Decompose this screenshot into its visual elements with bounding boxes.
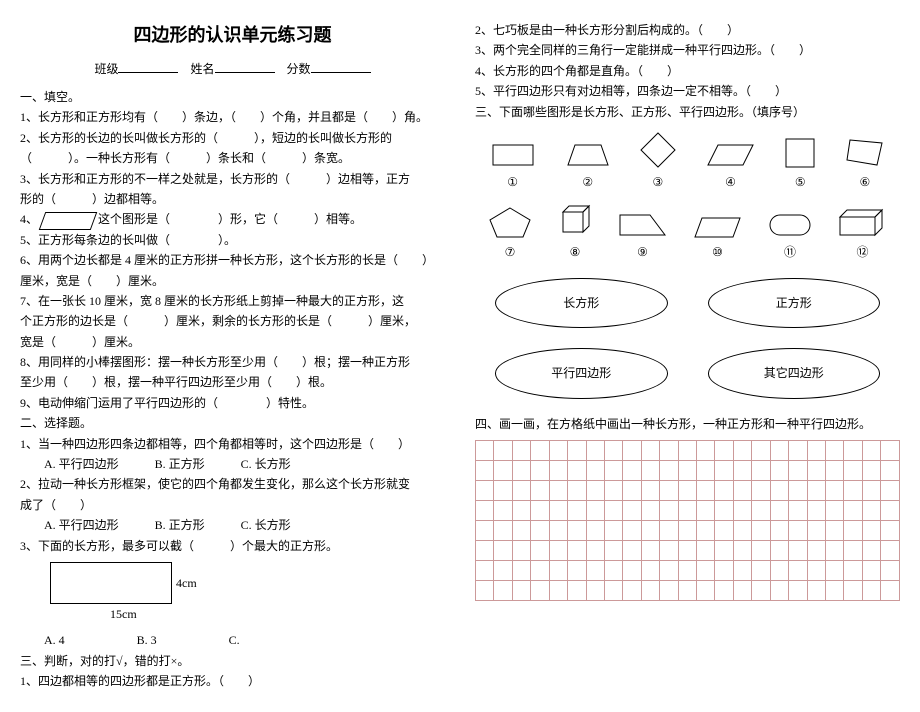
oval-parallelogram[interactable]: 平行四边形 <box>495 348 668 398</box>
q1-8b: 至少用（ ）根，摆一种平行四边形至少用（ ）根。 <box>20 372 445 392</box>
shape-2: ② <box>563 140 613 192</box>
label-10: ⑩ <box>712 242 723 262</box>
label-5: ⑤ <box>795 172 806 192</box>
rectangle-icon <box>488 140 538 170</box>
label-1: ① <box>507 172 518 192</box>
section-3-title: 三、判断，对的打√，错的打×。 <box>20 651 445 671</box>
left-column: 四边形的认识单元练习题 班级 姓名 分数 一、填空。 1、长方形和正方形均有（ … <box>20 20 445 692</box>
q2-3-opts: A. 4 B. 3 C. <box>20 630 445 650</box>
cuboid-icon <box>835 205 890 240</box>
q1-8a: 8、用同样的小棒摆图形：摆一种长方形至少用（ ）根；摆一种正方形 <box>20 352 445 372</box>
grid-table[interactable] <box>475 440 900 601</box>
class-label: 班级 <box>94 62 118 76</box>
q1-3a: 3、长方形和正方形的不一样之处就是，长方形的（ ）边相等，正方 <box>20 169 445 189</box>
rect-width-label: 15cm <box>110 604 137 624</box>
q3-5: 5、平行四边形只有对边相等，四条边一定不相等。（ ） <box>475 81 900 101</box>
rounded-rect-icon <box>765 210 815 240</box>
q2-2b: 成了（ ） <box>20 495 445 515</box>
q2-2a: 2、拉动一种长方形框架，使它的四个角都发生变化，那么这个长方形就变 <box>20 474 445 494</box>
shape-1: ① <box>488 140 538 192</box>
worksheet-title: 四边形的认识单元练习题 <box>20 20 445 51</box>
cube-icon <box>555 200 595 240</box>
label-6: ⑥ <box>859 172 870 192</box>
shape-12: ⑫ <box>835 205 890 262</box>
q3-3: 3、两个完全同样的三角行一定能拼成一种平行四边形。（ ） <box>475 40 900 60</box>
shape-6: ⑥ <box>842 135 887 192</box>
shape-row-1: ① ② ③ ④ ⑤ ⑥ <box>475 130 900 192</box>
right-column: 2、七巧板是由一种长方形分割后构成的。（ ） 3、两个完全同样的三角行一定能拼成… <box>475 20 900 692</box>
header-line: 班级 姓名 分数 <box>20 59 445 79</box>
label-3: ③ <box>653 172 664 192</box>
oval-square[interactable]: 正方形 <box>708 278 881 328</box>
label-11: ⑪ <box>784 242 796 262</box>
square-icon <box>783 136 817 170</box>
q1-5: 5、正方形每条边的长叫做（ ）。 <box>20 230 445 250</box>
label-7: ⑦ <box>505 242 516 262</box>
right-trapezoid-icon <box>615 210 670 240</box>
q1-6a: 6、用两个边长都是 4 厘米的正方形拼一种长方形，这个长方形的长是（ ） <box>20 250 445 270</box>
label-12: ⑫ <box>856 242 868 262</box>
class-blank[interactable] <box>118 60 178 73</box>
q1-2a: 2、长方形的长边的长叫做长方形的（ ），短边的长叫做长方形的 <box>20 128 445 148</box>
score-label: 分数 <box>287 62 311 76</box>
parallelogram-icon <box>39 212 98 230</box>
label-8: ⑧ <box>570 242 581 262</box>
oval-grid: 长方形 正方形 平行四边形 其它四边形 <box>495 278 880 399</box>
shape-3: ③ <box>638 130 678 192</box>
q2-3: 3、下面的长方形，最多可以截（ ）个最大的正方形。 <box>20 536 445 556</box>
shape-4: ④ <box>703 140 758 192</box>
q3-1: 1、四边都相等的四边形都是正方形。（ ） <box>20 671 445 691</box>
q1-7c: 宽是（ ）厘米。 <box>20 332 445 352</box>
irregular-quad-icon <box>842 135 887 170</box>
grid-paper[interactable] <box>475 440 900 601</box>
shape-9: ⑨ <box>615 210 670 262</box>
label-4: ④ <box>725 172 736 192</box>
section-4-title: 四、画一画，在方格纸中画出一种长方形，一种正方形和一种平行四边形。 <box>475 414 900 434</box>
section-1-title: 一、填空。 <box>20 87 445 107</box>
rhombus-icon <box>703 140 758 170</box>
q1-4b: 这个图形是（ ）形，它（ ）相等。 <box>98 212 362 226</box>
oval-rectangle[interactable]: 长方形 <box>495 278 668 328</box>
label-2: ② <box>582 172 593 192</box>
pentagon-icon <box>485 205 535 240</box>
q2-2-opts: A. 平行四边形 B. 正方形 C. 长方形 <box>20 515 445 535</box>
q1-7b: 个正方形的边长是（ ）厘米，剩余的长方形的长是（ ）厘米， <box>20 311 445 331</box>
q1-4a: 4、 <box>20 212 38 226</box>
shape-10: ⑩ <box>690 215 745 262</box>
q2-1: 1、当一种四边形四条边都相等，四个角都相等时，这个四边形是（ ） <box>20 434 445 454</box>
q1-3b: 形的（ ）边都相等。 <box>20 189 445 209</box>
section-3b-title: 三、下面哪些图形是长方形、正方形、平行四边形。（填序号） <box>475 102 900 122</box>
diamond-icon <box>638 130 678 170</box>
rectangle-shape <box>50 562 172 604</box>
shape-row-2: ⑦ ⑧ ⑨ ⑩ ⑪ ⑫ <box>475 200 900 262</box>
q3-2: 2、七巧板是由一种长方形分割后构成的。（ ） <box>475 20 900 40</box>
shape-8: ⑧ <box>555 200 595 262</box>
q3-4: 4、长方形的四个角都是直角。（ ） <box>475 61 900 81</box>
q1-1: 1、长方形和正方形均有（ ）条边，（ ）个角，并且都是（ ）角。 <box>20 107 445 127</box>
q2-1-opts: A. 平行四边形 B. 正方形 C. 长方形 <box>20 454 445 474</box>
parallelogram-icon-2 <box>690 215 745 240</box>
q1-6b: 厘米，宽是（ ）厘米。 <box>20 271 445 291</box>
name-label: 姓名 <box>190 62 214 76</box>
shape-11: ⑪ <box>765 210 815 262</box>
q1-2b: （ ）。一种长方形有（ ）条长和（ ）条宽。 <box>20 148 445 168</box>
shape-7: ⑦ <box>485 205 535 262</box>
name-blank[interactable] <box>215 60 275 73</box>
q1-4: 4、 这个图形是（ ）形，它（ ）相等。 <box>20 209 445 229</box>
section-2-title: 二、选择题。 <box>20 413 445 433</box>
rectangle-diagram: 4cm 15cm <box>50 562 445 624</box>
q1-7a: 7、在一张长 10 厘米，宽 8 厘米的长方形纸上剪掉一种最大的正方形，这 <box>20 291 445 311</box>
rect-height-label: 4cm <box>176 573 197 593</box>
shape-5: ⑤ <box>783 136 817 192</box>
q1-9: 9、电动伸缩门运用了平行四边形的（ ）特性。 <box>20 393 445 413</box>
label-9: ⑨ <box>637 242 648 262</box>
score-blank[interactable] <box>311 60 371 73</box>
oval-other[interactable]: 其它四边形 <box>708 348 881 398</box>
trapezoid-icon <box>563 140 613 170</box>
